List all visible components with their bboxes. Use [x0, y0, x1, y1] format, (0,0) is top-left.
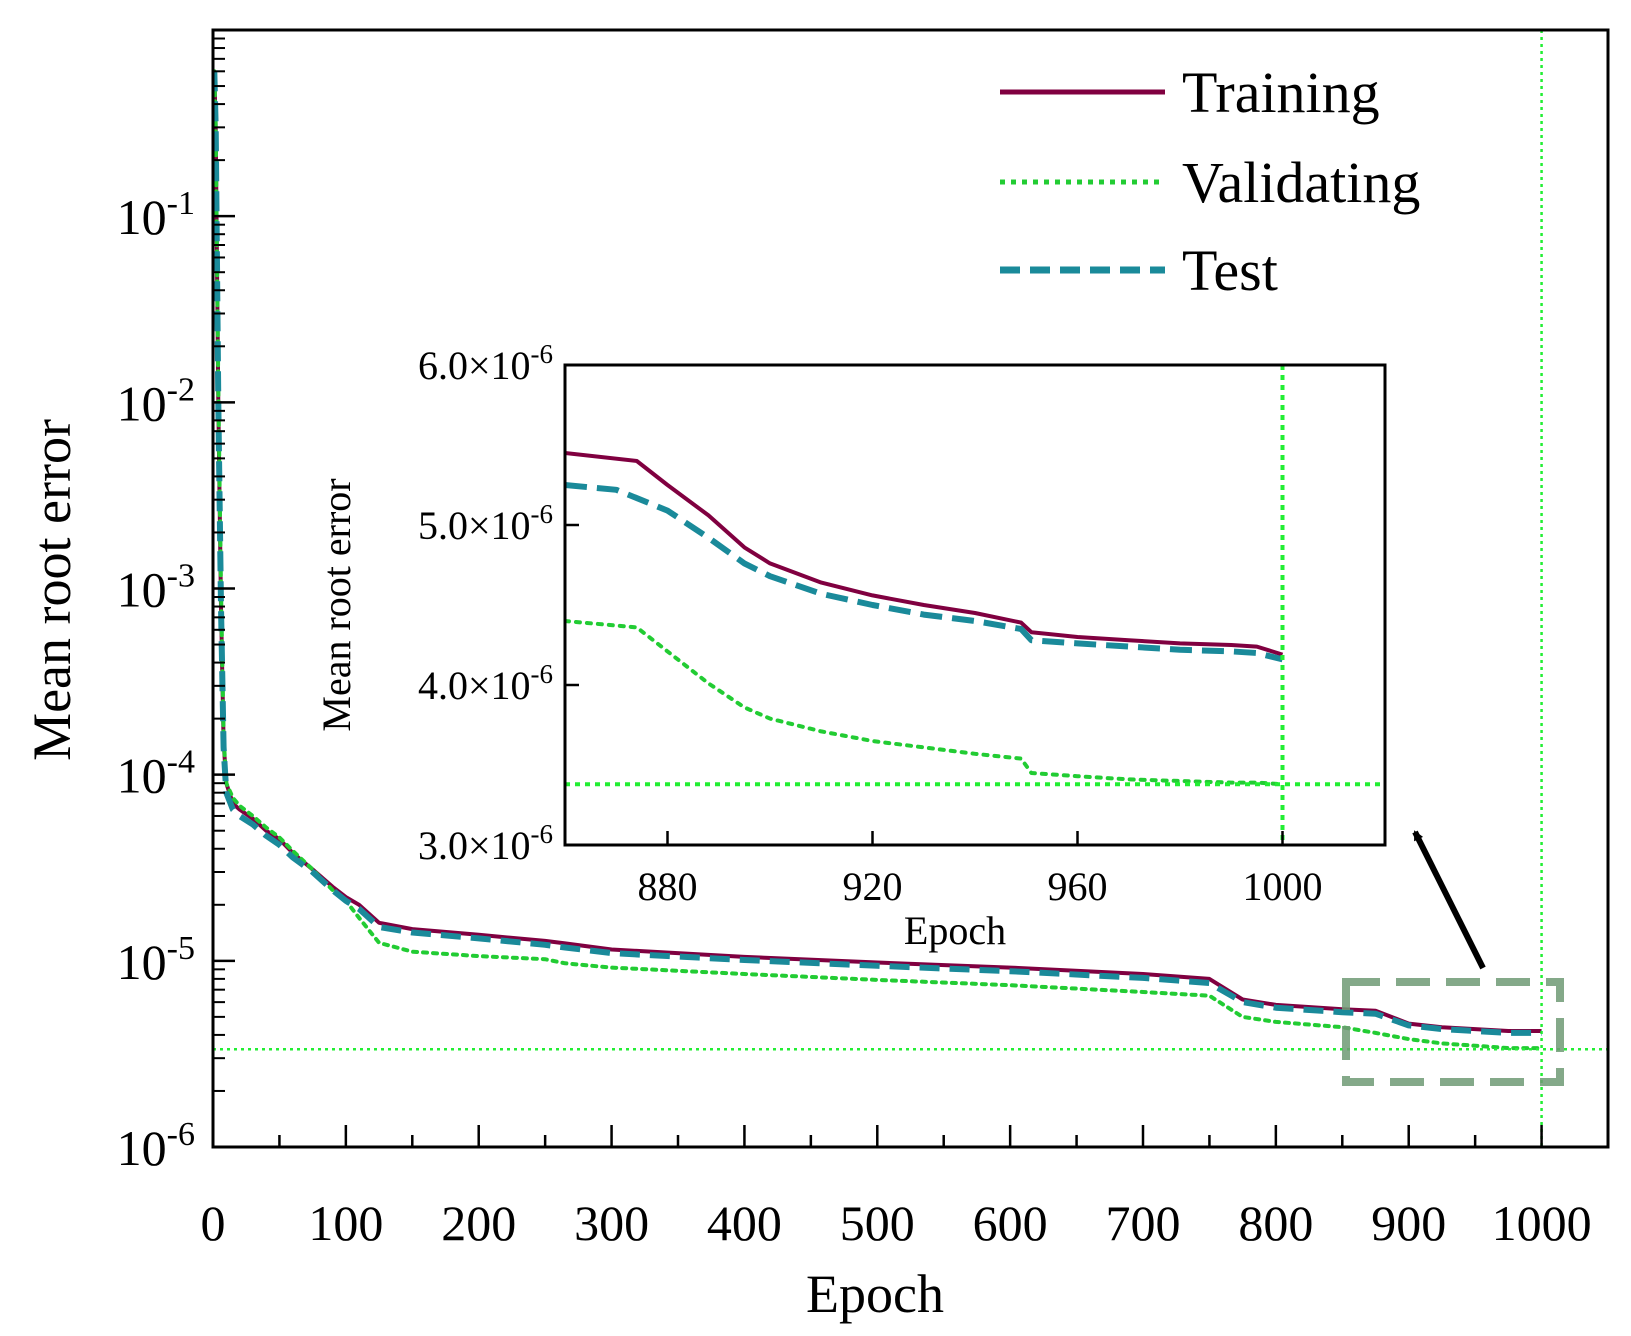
inset-x-tick-label: 880 [638, 864, 698, 909]
main-x-tick-label: 900 [1371, 1195, 1446, 1251]
main-x-tick-label: 200 [441, 1195, 516, 1251]
inset-series-layer [565, 451, 1285, 787]
main-x-tick-label: 800 [1238, 1195, 1313, 1251]
inset-y-axis-title: Mean root error [314, 478, 359, 731]
legend-label-validating: Validating [1182, 150, 1420, 215]
inset-y-tick-label: 6.0×10-6 [418, 339, 553, 388]
inset-plot: 880 920 960 1000 3.0×10-6 4.0×10-6 5.0×10-6 6.… [314, 339, 1387, 953]
inset-x-axis-title: Epoch [904, 908, 1006, 953]
main-y-tick-label: 10-5 [117, 930, 195, 990]
main-x-tick-label: 700 [1106, 1195, 1181, 1251]
main-y-tick-label: 10-6 [117, 1116, 195, 1176]
inset-x-tick-label: 920 [843, 864, 903, 909]
main-x-tick-label: 300 [574, 1195, 649, 1251]
main-x-ticks: 0 100 200 300 400 500 600 700 800 900 1000 [201, 1125, 1610, 1251]
inset-x-ticks: 880 920 960 1000 [638, 831, 1323, 909]
main-x-tick-label: 0 [201, 1195, 226, 1251]
legend: Training Validating Test [1000, 60, 1420, 303]
legend-item-training: Training [1000, 60, 1380, 125]
legend-item-validating: Validating [1000, 150, 1420, 215]
inset-series-line-training [565, 451, 1284, 657]
main-x-tick-label: 100 [308, 1195, 383, 1251]
main-x-tick-label: 400 [707, 1195, 782, 1251]
main-x-axis-title: Epoch [806, 1264, 944, 1324]
main-series-line-test [213, 71, 1542, 1036]
main-x-tick-label: 1000 [1492, 1195, 1592, 1251]
inset-reference-layer [565, 365, 1385, 845]
main-reference-layer [213, 30, 1608, 1147]
inset-series-line-test [565, 482, 1284, 663]
main-y-tick-label: 10-2 [117, 371, 195, 431]
inset-y-tick-label: 3.0×10-6 [418, 819, 553, 868]
inset-x-tick-label: 1000 [1243, 864, 1323, 909]
legend-item-test: Test [1000, 238, 1278, 303]
main-x-tick-label: 600 [973, 1195, 1048, 1251]
inset-y-tick-label: 5.0×10-6 [418, 499, 553, 548]
zoom-arrow [1412, 830, 1486, 970]
inset-y-ticks: 3.0×10-6 4.0×10-6 5.0×10-6 6.0×10-6 [418, 339, 579, 868]
main-x-tick-label: 500 [840, 1195, 915, 1251]
main-y-tick-label: 10-3 [117, 558, 195, 618]
main-y-ticks: 10-6 10-5 10-4 10-3 10-2 10-1 [117, 37, 235, 1176]
main-y-axis-title: Mean root error [22, 419, 82, 761]
inset-x-tick-label: 960 [1048, 864, 1108, 909]
legend-label-training: Training [1182, 60, 1380, 125]
zoom-region-box [1342, 978, 1564, 1086]
inset-plot-frame [563, 363, 1387, 847]
inset-y-tick-label: 4.0×10-6 [418, 659, 553, 708]
inset-background [565, 365, 1385, 845]
legend-label-test: Test [1182, 238, 1278, 303]
main-y-tick-label: 10-4 [117, 744, 195, 804]
inset-series-line-validating [565, 619, 1285, 787]
main-plot: 0 100 200 300 400 500 600 700 800 900 1000 10-610-… [22, 28, 1610, 1324]
main-y-tick-label: 10-1 [117, 185, 195, 245]
